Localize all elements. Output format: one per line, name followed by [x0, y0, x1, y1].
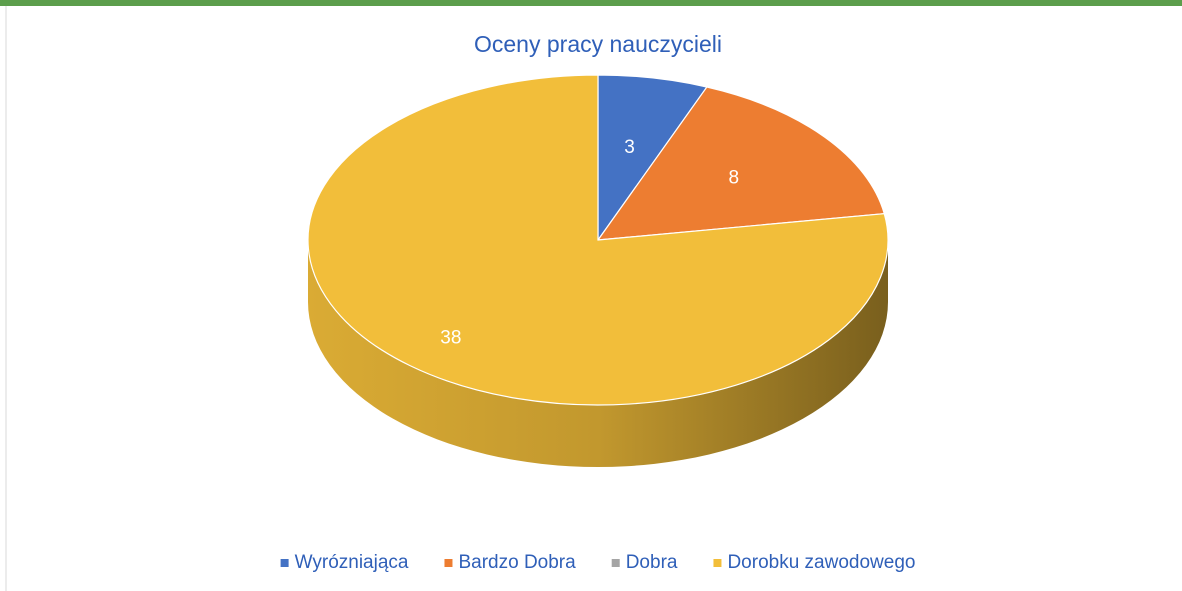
legend-label: Bardzo Dobra [458, 552, 576, 573]
legend-marker [444, 559, 453, 567]
chart-title: Oceny pracy nauczycieli [474, 31, 722, 57]
pie-slice [596, 86, 886, 241]
legend-label: Dorobku zawodowego [727, 552, 915, 573]
legend-label: Dobra [626, 552, 678, 573]
legend-marker [611, 559, 620, 567]
legend: Wyrózniająca Bardzo Dobra Dobra Dorobku zaw… [280, 552, 915, 573]
top-border [0, 0, 1182, 6]
data-label: 38 [440, 327, 461, 348]
legend-marker [280, 559, 289, 567]
data-label: 3 [624, 137, 635, 158]
data-label: 8 [729, 167, 740, 188]
legend-marker [713, 559, 722, 567]
pie-slice [307, 74, 889, 406]
legend-label: Wyrózniająca [295, 552, 409, 573]
pie-side [308, 240, 888, 467]
pie-sides [308, 240, 888, 467]
